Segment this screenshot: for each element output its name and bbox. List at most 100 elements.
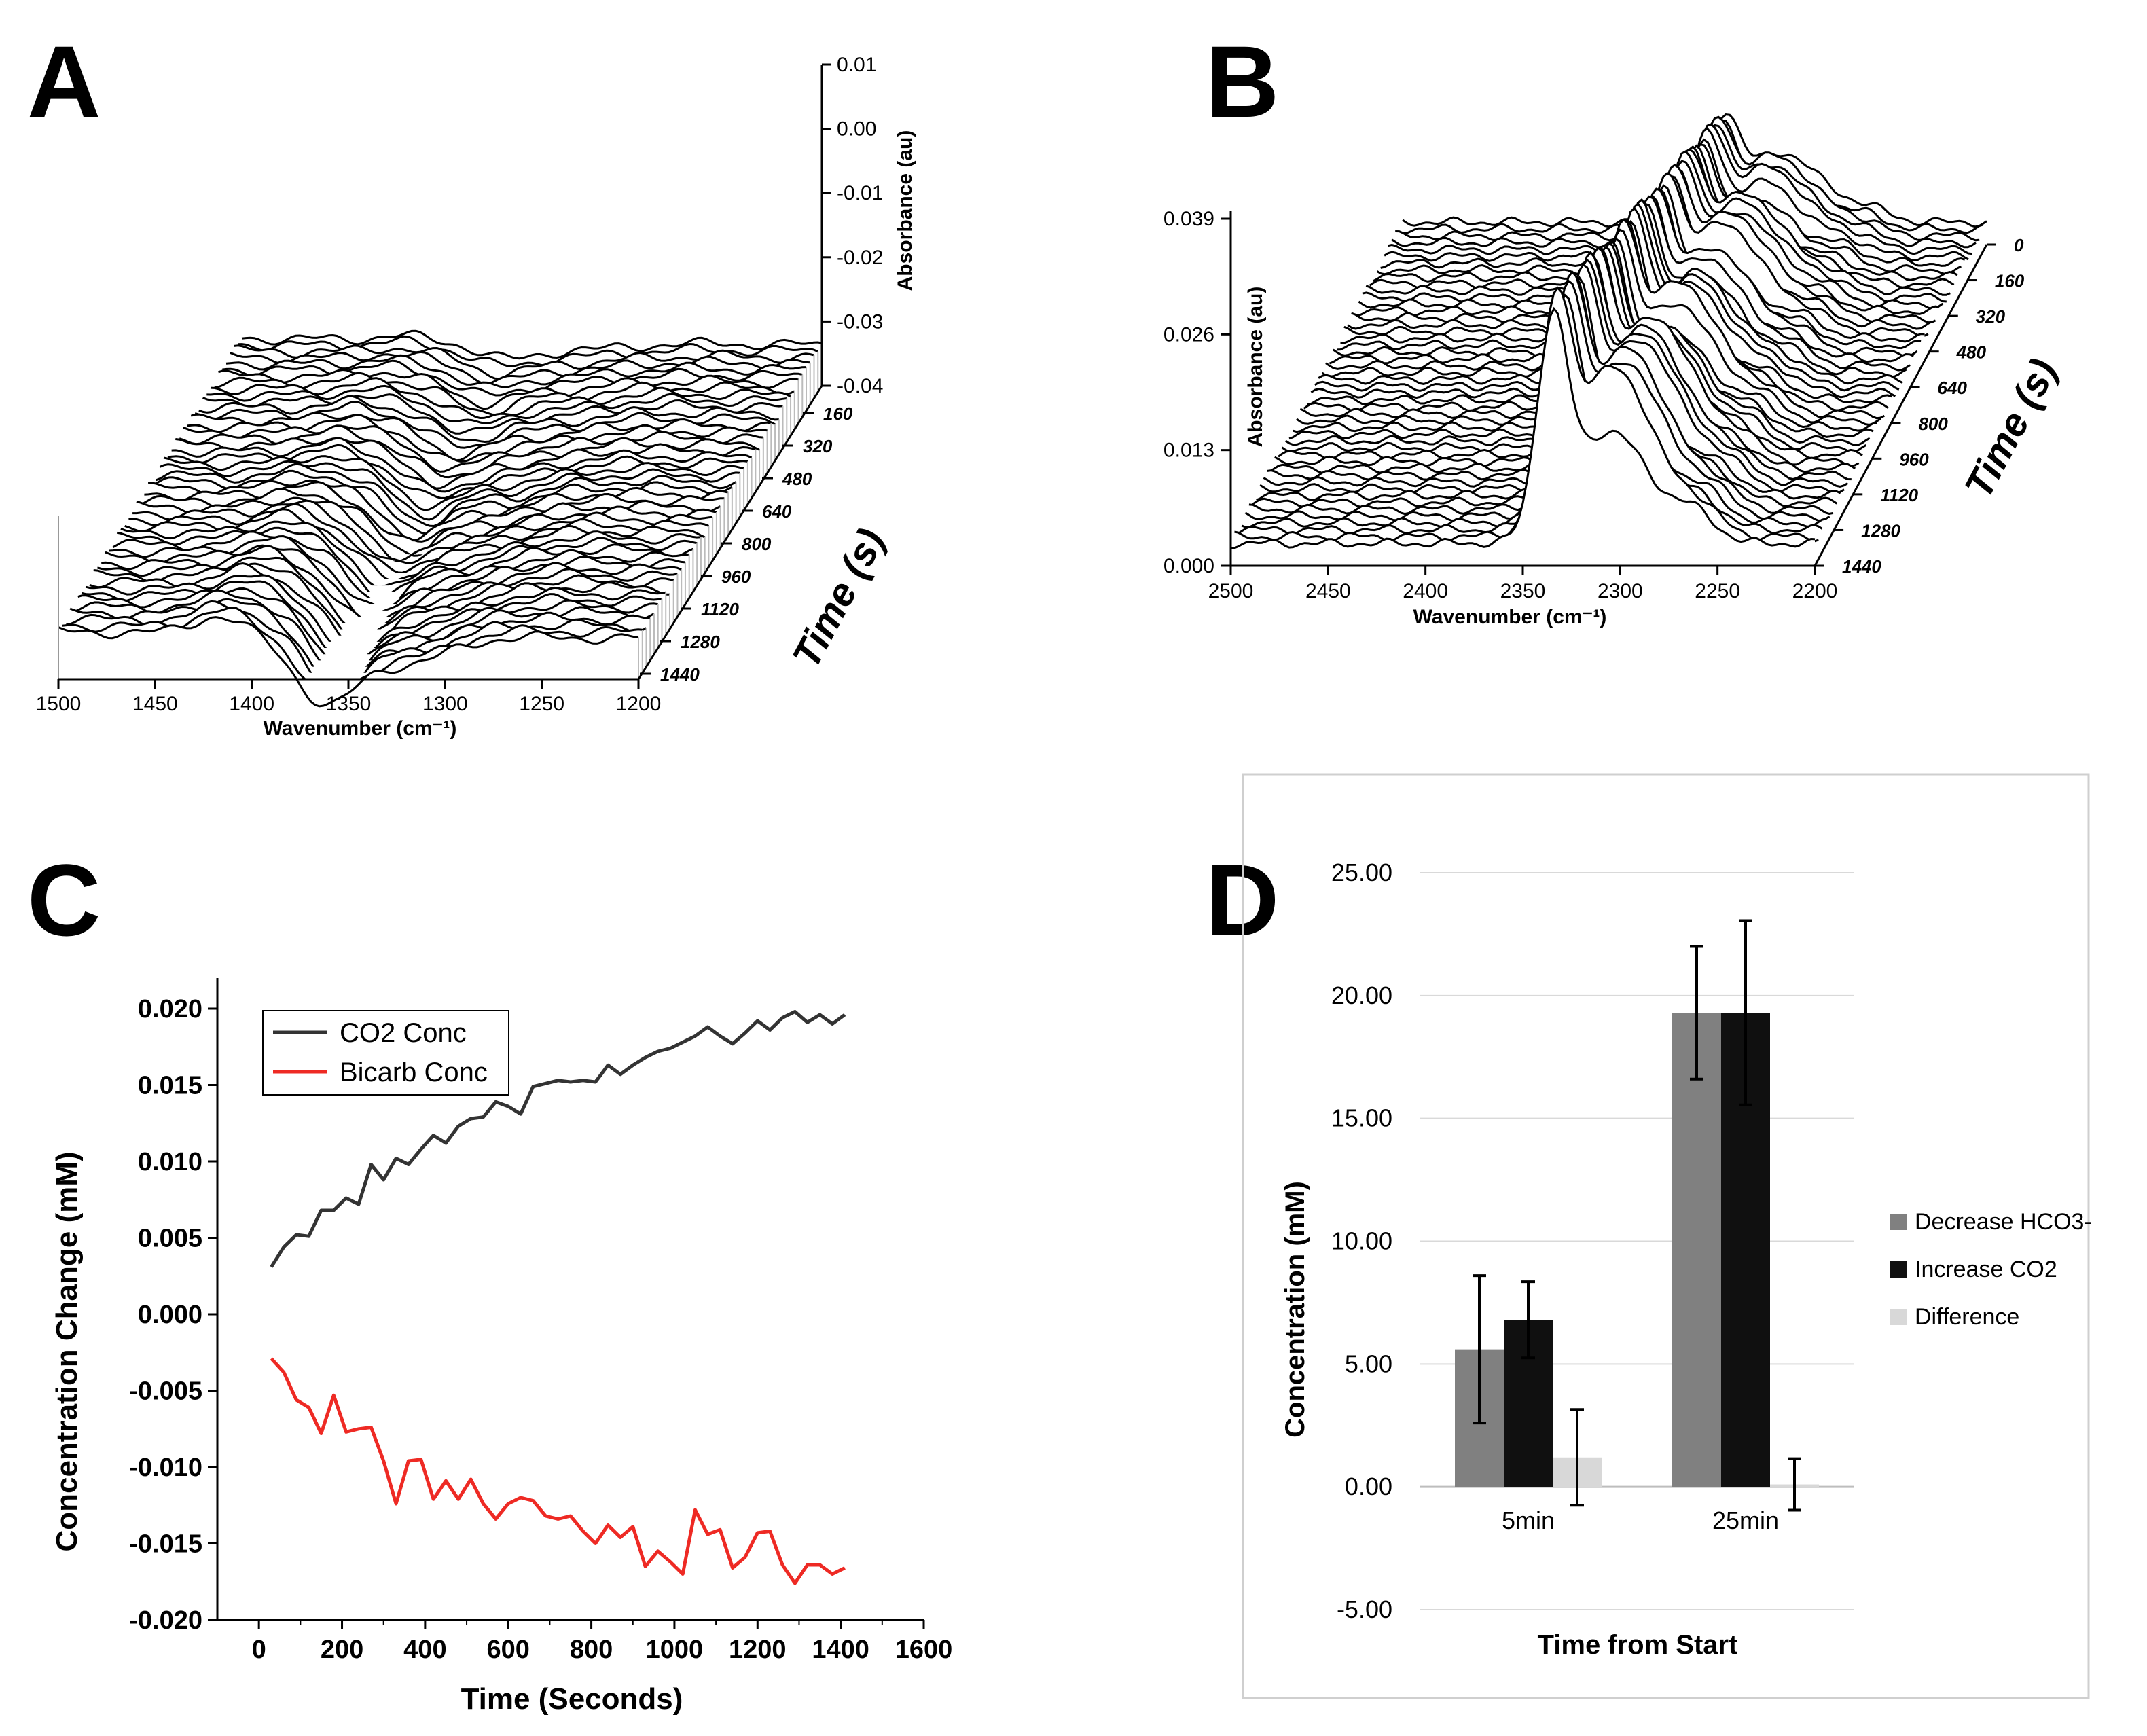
chart-a-xtick-label: 1200 <box>616 693 662 715</box>
panel-label-c: C <box>27 843 101 957</box>
chart-d-ytick-label: 10.00 <box>1331 1227 1392 1255</box>
chart-a-ttick-label: 1120 <box>701 599 739 619</box>
chart-c-xtick-label: 800 <box>570 1635 613 1664</box>
chart-b-ttick-label: 640 <box>1938 378 1968 398</box>
panel-label-b: B <box>1206 24 1280 139</box>
chart-d-ytick-label: 0.00 <box>1345 1472 1392 1500</box>
chart-a-zlabel: Absorbance (au) <box>894 130 916 291</box>
chart-b-ttick-label: 320 <box>1976 306 2006 327</box>
chart-c-legend: CO2 Conc Bicarb Conc <box>262 1010 509 1096</box>
chart-a-trace-fill <box>58 617 638 706</box>
chart-a-xlabel: Wavenumber (cm⁻¹) <box>264 717 457 740</box>
chart-b-trace-fill <box>1260 264 1845 509</box>
legend-label-co2: CO2 Conc <box>340 1018 467 1048</box>
chart-b: 2500 2450 2400 2350 2300 2250 2200 0.039 0.026 0… <box>1163 113 2065 628</box>
chart-c-ytick-label: -0.015 <box>129 1530 202 1559</box>
chart-c-ytick-label: 0.010 <box>138 1148 202 1176</box>
chart-a-trace <box>241 329 823 360</box>
chart-b-ttick-label: 1120 <box>1880 485 1918 505</box>
chart-b-traces <box>1230 113 1987 564</box>
chart-b-time-label: Time (s) <box>1956 352 2065 505</box>
chart-b-xtick-label: 2200 <box>1792 580 1838 602</box>
chart-a-xtick-label: 1500 <box>36 693 82 715</box>
chart-d-ylabel: Concentration (mM) <box>1280 1181 1310 1438</box>
legend-label-bicarb: Bicarb Conc <box>340 1057 488 1087</box>
chart-a-trace <box>206 384 787 424</box>
chart-b-ztick-label: 0.013 <box>1163 439 1214 462</box>
chart-b-ttick-label: 800 <box>1918 414 1948 434</box>
chart-b-xtick-label: 2350 <box>1500 580 1546 602</box>
chart-d-legend-label: Increase CO2 <box>1915 1256 2057 1282</box>
chart-a-ztick-label: -0.03 <box>837 310 883 333</box>
chart-a-trace <box>198 395 779 444</box>
chart-b-ttick-label: 160 <box>1995 271 2025 291</box>
chart-b-ttick-label: 1280 <box>1861 520 1900 541</box>
chart-c-xtick-label: 1200 <box>729 1635 787 1664</box>
chart-b-ttick-label: 960 <box>1899 449 1929 469</box>
chart-a-trace <box>190 412 772 462</box>
chart-c-xlabel: Time (Seconds) <box>461 1682 683 1716</box>
chart-b-trace-fill <box>1311 208 1896 414</box>
chart-a-ztick-label: 0.01 <box>837 54 876 76</box>
chart-a-trace <box>112 530 694 609</box>
chart-a-trace <box>148 479 729 542</box>
chart-a-ttick-label: 640 <box>762 501 792 522</box>
chart-a-trace <box>136 496 717 562</box>
chart-a-ttick-label: 320 <box>803 436 833 456</box>
chart-d-xlabel: Time from Start <box>1538 1630 1738 1660</box>
chart-b-xtick-label: 2500 <box>1208 580 1254 602</box>
chart-a-trace <box>132 499 713 564</box>
chart-d-legend-swatch <box>1890 1309 1907 1325</box>
chart-c-ytick-label: -0.010 <box>129 1453 202 1482</box>
chart-c-ytick-label: 0.015 <box>138 1072 202 1100</box>
chart-a-trace <box>128 503 709 574</box>
chart-b-ttick-label: 480 <box>1956 342 1987 363</box>
chart-c-ytick-label: -0.020 <box>129 1606 202 1635</box>
chart-b-xlabel: Wavenumber (cm⁻¹) <box>1413 606 1607 628</box>
chart-a-ttick-label: 1280 <box>681 632 720 652</box>
chart-a-traces <box>58 329 823 708</box>
chart-a-trace <box>120 520 701 588</box>
chart-a-trace <box>214 372 795 416</box>
chart-d-legend: Decrease HCO3- Increase CO2 Difference <box>1890 1209 2092 1330</box>
chart-c-xtick-label: 1400 <box>812 1635 869 1664</box>
chart-b-ttick-label: 1440 <box>1842 556 1881 577</box>
chart-a-ztick-label: -0.02 <box>837 247 883 269</box>
chart-c-xtick-label: 600 <box>487 1635 530 1664</box>
chart-c-series-0 <box>270 1010 846 1268</box>
chart-a-xtick-label: 1400 <box>229 693 274 715</box>
chart-b-ztick-label: 0.000 <box>1163 555 1214 577</box>
chart-d-category-label: 25min <box>1712 1506 1779 1534</box>
chart-c-ytick-label: 0.005 <box>138 1225 202 1253</box>
chart-a-trace <box>230 350 810 385</box>
chart-a-ttick-label: 160 <box>823 403 853 424</box>
chart-b-ztick-label: 0.039 <box>1163 208 1214 230</box>
chart-b-trace-fill <box>1231 308 1815 564</box>
chart-b-xtick-label: 2450 <box>1305 580 1351 602</box>
chart-d-legend-swatch <box>1890 1214 1907 1230</box>
chart-a-trace <box>234 344 814 380</box>
chart-d-ytick-label: 5.00 <box>1345 1350 1392 1377</box>
chart-a-trace <box>171 437 753 493</box>
chart-a-ttick-label: 960 <box>721 566 751 587</box>
chart-b-trace <box>1230 306 1816 549</box>
chart-c-xtick-label: 1000 <box>646 1635 704 1664</box>
chart-c-ytick-label: 0.020 <box>138 995 202 1024</box>
chart-a-ztick-label: -0.01 <box>837 182 883 204</box>
chart-a-trace <box>116 526 698 600</box>
chart-a-trace <box>105 544 686 619</box>
chart-b-xtick-label: 2400 <box>1403 580 1448 602</box>
chart-a-xtick-label: 1450 <box>132 693 178 715</box>
chart-c: 0 200 400 600 800 1000 1200 1400 1600 0.020 0.015 0… <box>50 978 953 1716</box>
chart-c-ylabel: Concentration Change (mM) <box>50 1151 84 1551</box>
chart-c-xtick-label: 0 <box>252 1635 266 1664</box>
chart-b-trace-fill <box>1234 287 1819 557</box>
chart-b-xtick-label: 2300 <box>1598 580 1643 602</box>
chart-b-ttick-label: 0 <box>2014 235 2024 255</box>
chart-c-xtick-label: 1600 <box>895 1635 953 1664</box>
chart-a-trace <box>225 354 807 388</box>
chart-d-legend-swatch <box>1890 1261 1907 1278</box>
chart-a-trace <box>93 562 674 645</box>
chart-a-trace <box>218 368 799 410</box>
chart-b-trace-fill <box>1245 281 1830 537</box>
